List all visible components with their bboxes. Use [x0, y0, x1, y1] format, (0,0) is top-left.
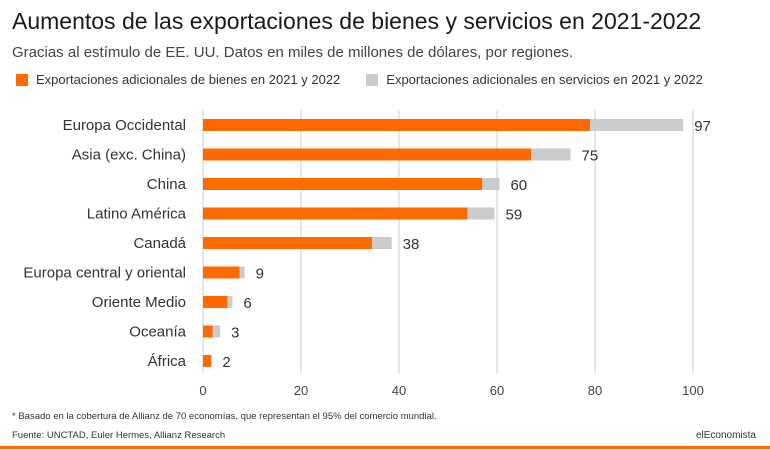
x-tick-label: 20 — [294, 383, 308, 398]
legend-item-goods: Exportaciones adicionales de bienes en 2… — [16, 72, 340, 87]
bar-goods — [203, 266, 240, 279]
category-label: Europa central y oriental — [23, 265, 186, 282]
bar-chart: 0 20 40 60 80 100 Europa Occidental 97 Asia (exc… — [23, 110, 711, 398]
bar-goods — [203, 148, 532, 161]
category-label: Canadá — [133, 235, 186, 252]
brand-label: elEconomista — [695, 430, 756, 441]
bar-services — [239, 266, 245, 279]
legend-item-services: Exportaciones adicionales en servicios e… — [366, 72, 703, 87]
legend-label-goods: Exportaciones adicionales de bienes en 2… — [36, 72, 341, 87]
legend-label-services: Exportaciones adicionales en servicios e… — [386, 72, 703, 87]
legend: Exportaciones adicionales de bienes en 2… — [16, 72, 729, 87]
bar-goods — [203, 325, 213, 338]
data-label-total: 3 — [231, 325, 239, 342]
data-label-total: 38 — [403, 236, 420, 253]
bar-goods — [203, 355, 212, 367]
bar-services — [467, 207, 495, 220]
x-tick-label: 40 — [392, 383, 406, 398]
category-label: Oriente Medio — [92, 294, 186, 311]
bar-goods — [203, 119, 591, 131]
chart-subtitle: Gracias al estímulo de EE. UU. Datos en … — [12, 44, 574, 61]
bar-goods — [203, 178, 483, 190]
x-tick-label: 0 — [199, 383, 206, 398]
chart-title: Aumentos de las exportaciones de bienes … — [12, 8, 702, 34]
x-tick-label: 80 — [588, 383, 602, 398]
source-note: Fuente: UNCTAD, Euler Hermes, Allianz Re… — [12, 430, 226, 441]
legend-swatch-services — [366, 73, 379, 86]
bar-goods — [203, 296, 228, 308]
data-label-total: 97 — [694, 118, 711, 135]
bar-services — [482, 178, 500, 190]
footnote: * Basado en la cobertura de Allianz de 7… — [12, 411, 437, 422]
data-label-total: 9 — [256, 266, 264, 283]
category-label: África — [148, 353, 187, 370]
data-label-total: 2 — [222, 354, 230, 371]
data-label-total: 75 — [582, 148, 599, 165]
x-tick-label: 100 — [682, 383, 704, 398]
data-label-total: 59 — [506, 207, 523, 224]
bar-services — [590, 119, 684, 131]
legend-swatch-goods — [16, 73, 28, 86]
category-label: Oceanía — [129, 324, 186, 341]
category-label: Asia (exc. China) — [72, 147, 186, 164]
bar-goods — [203, 237, 373, 249]
bar-goods — [203, 207, 468, 220]
x-tick-label: 60 — [490, 383, 504, 398]
bottom-accent-rule — [0, 446, 770, 449]
category-label: China — [147, 176, 187, 193]
data-label-total: 60 — [510, 177, 527, 194]
bar-services — [227, 296, 233, 308]
data-label-total: 6 — [243, 295, 251, 312]
bar-services — [212, 325, 221, 338]
category-label: Europa Occidental — [63, 117, 186, 134]
bar-services — [372, 237, 392, 249]
category-label: Latino América — [87, 206, 187, 223]
bar-services — [531, 148, 571, 161]
